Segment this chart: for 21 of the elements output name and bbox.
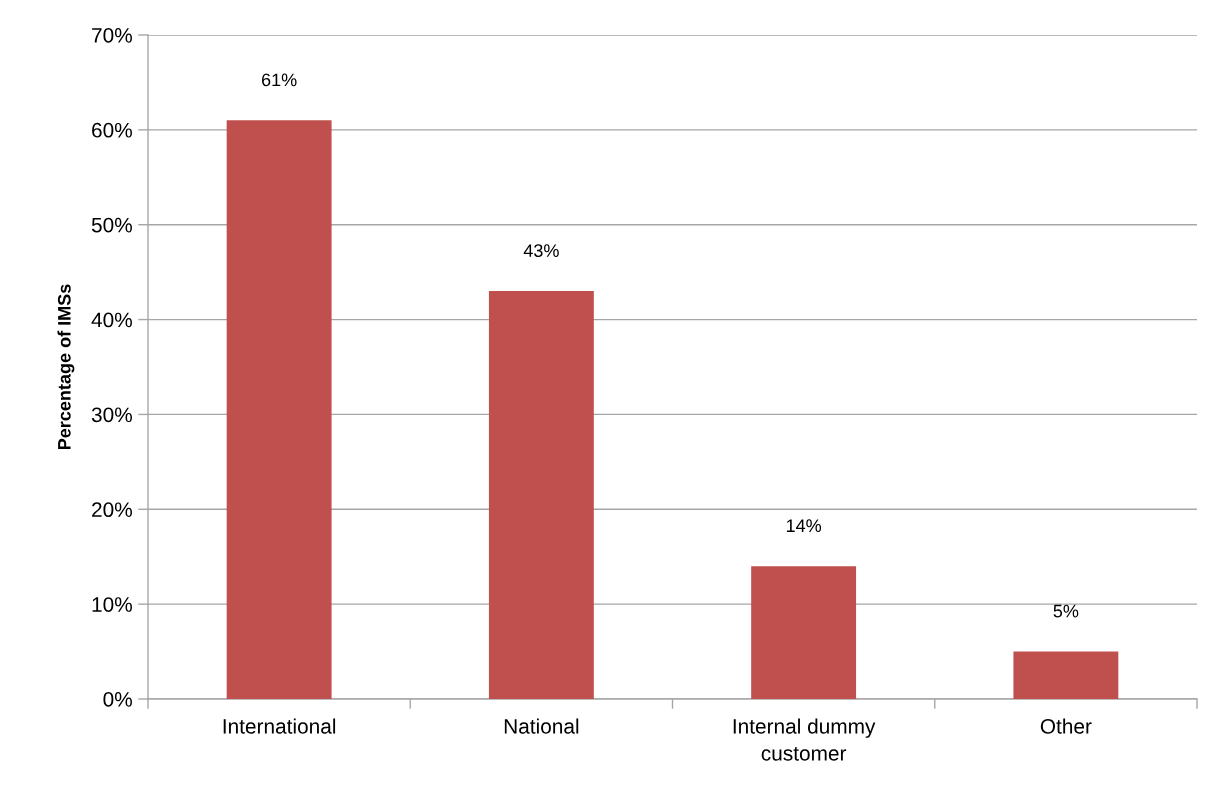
x-tick-label: Internal dummy customer bbox=[733, 718, 876, 761]
y-tick-label: 40% bbox=[91, 312, 132, 328]
y-axis-title: Percentage of IMSs bbox=[57, 284, 75, 450]
x-tick-label: National bbox=[504, 718, 579, 734]
bar bbox=[751, 566, 857, 699]
y-tick-label: 0% bbox=[103, 692, 132, 707]
bar bbox=[1013, 651, 1119, 699]
bar bbox=[488, 291, 594, 699]
y-tick-label: 30% bbox=[91, 407, 132, 423]
data-label: 14% bbox=[786, 519, 822, 533]
y-tick-label: 20% bbox=[92, 502, 132, 518]
y-tick-label: 50% bbox=[91, 217, 132, 233]
y-tick-label: 10% bbox=[92, 597, 132, 612]
y-tick-label: 70% bbox=[92, 28, 132, 43]
bar bbox=[226, 120, 332, 699]
data-label: 61% bbox=[261, 73, 297, 87]
x-tick-label: Other bbox=[1040, 718, 1092, 734]
x-tick-label: International bbox=[223, 718, 336, 734]
data-label: 43% bbox=[523, 244, 559, 257]
data-label: 5% bbox=[1053, 604, 1079, 618]
y-tick-label: 60% bbox=[92, 122, 132, 138]
